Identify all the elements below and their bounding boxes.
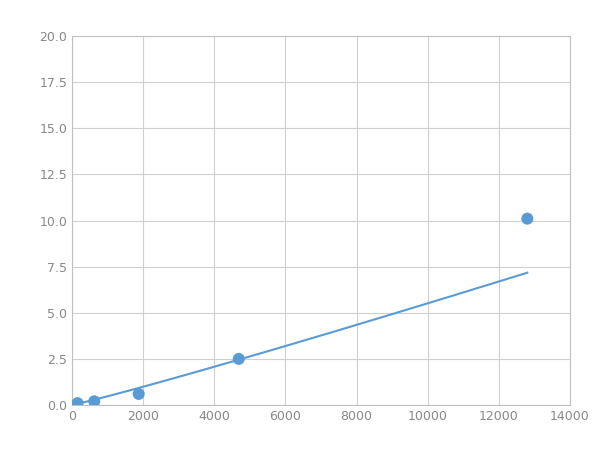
Point	[73, 400, 82, 407]
Point	[89, 398, 99, 405]
Point	[234, 356, 244, 363]
Point	[134, 390, 143, 397]
Point	[523, 215, 532, 222]
